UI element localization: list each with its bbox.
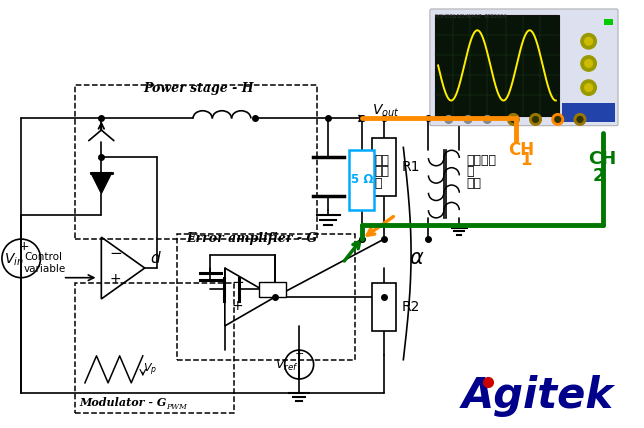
Text: +: + <box>232 300 243 313</box>
Text: 5 Ω: 5 Ω <box>350 173 373 186</box>
Circle shape <box>445 116 453 123</box>
Text: +: + <box>19 240 30 253</box>
Text: CH: CH <box>509 141 535 159</box>
Text: ROHDE&SCHWARZ  RTB2004: ROHDE&SCHWARZ RTB2004 <box>435 14 507 19</box>
Text: $V_{in}$: $V_{in}$ <box>4 251 24 268</box>
Circle shape <box>552 114 564 125</box>
Text: R2: R2 <box>401 300 420 314</box>
Text: Error amplifier - G: Error amplifier - G <box>186 232 317 245</box>
Circle shape <box>507 114 519 125</box>
Circle shape <box>530 114 542 125</box>
Bar <box>372 138 395 196</box>
Circle shape <box>585 37 592 45</box>
Text: R1: R1 <box>401 160 420 174</box>
Bar <box>435 15 559 116</box>
Bar <box>349 150 374 210</box>
Circle shape <box>574 114 586 125</box>
Circle shape <box>484 116 491 123</box>
FancyBboxPatch shape <box>430 9 618 126</box>
Text: +: + <box>296 349 305 359</box>
Text: $V_{out}$: $V_{out}$ <box>372 103 399 119</box>
Circle shape <box>581 80 596 95</box>
Text: 函数发生: 函数发生 <box>466 154 496 167</box>
Bar <box>372 282 395 331</box>
Text: Agitek: Agitek <box>461 375 613 417</box>
Bar <box>259 282 286 297</box>
Text: $V_p$: $V_p$ <box>143 362 157 378</box>
Circle shape <box>464 116 472 123</box>
Text: 注入: 注入 <box>374 154 390 167</box>
Circle shape <box>511 116 516 122</box>
Text: CH: CH <box>589 150 617 168</box>
Circle shape <box>585 59 592 67</box>
Text: 信号: 信号 <box>466 177 481 190</box>
Circle shape <box>577 116 583 122</box>
Circle shape <box>581 56 596 71</box>
Text: 变压: 变压 <box>374 165 390 178</box>
Circle shape <box>555 116 561 122</box>
Text: −: − <box>109 247 122 262</box>
Text: PWM: PWM <box>166 403 187 411</box>
Text: 2: 2 <box>592 167 605 185</box>
Bar <box>562 103 614 122</box>
Circle shape <box>581 33 596 49</box>
Text: $\alpha$: $\alpha$ <box>409 248 424 268</box>
Text: Power stage - H: Power stage - H <box>143 83 253 95</box>
Text: +: + <box>109 271 120 285</box>
Text: $d$: $d$ <box>149 250 161 266</box>
Text: 器: 器 <box>374 177 382 190</box>
Text: $V_{ref}$: $V_{ref}$ <box>275 358 299 374</box>
Text: −: − <box>232 275 244 290</box>
Bar <box>604 19 612 25</box>
Text: Control
variable: Control variable <box>24 252 66 274</box>
Polygon shape <box>91 172 112 194</box>
Text: 1: 1 <box>520 151 531 169</box>
Circle shape <box>585 84 592 92</box>
Text: 器: 器 <box>466 165 473 178</box>
Text: Modulator - G: Modulator - G <box>79 397 167 408</box>
Circle shape <box>533 116 538 122</box>
